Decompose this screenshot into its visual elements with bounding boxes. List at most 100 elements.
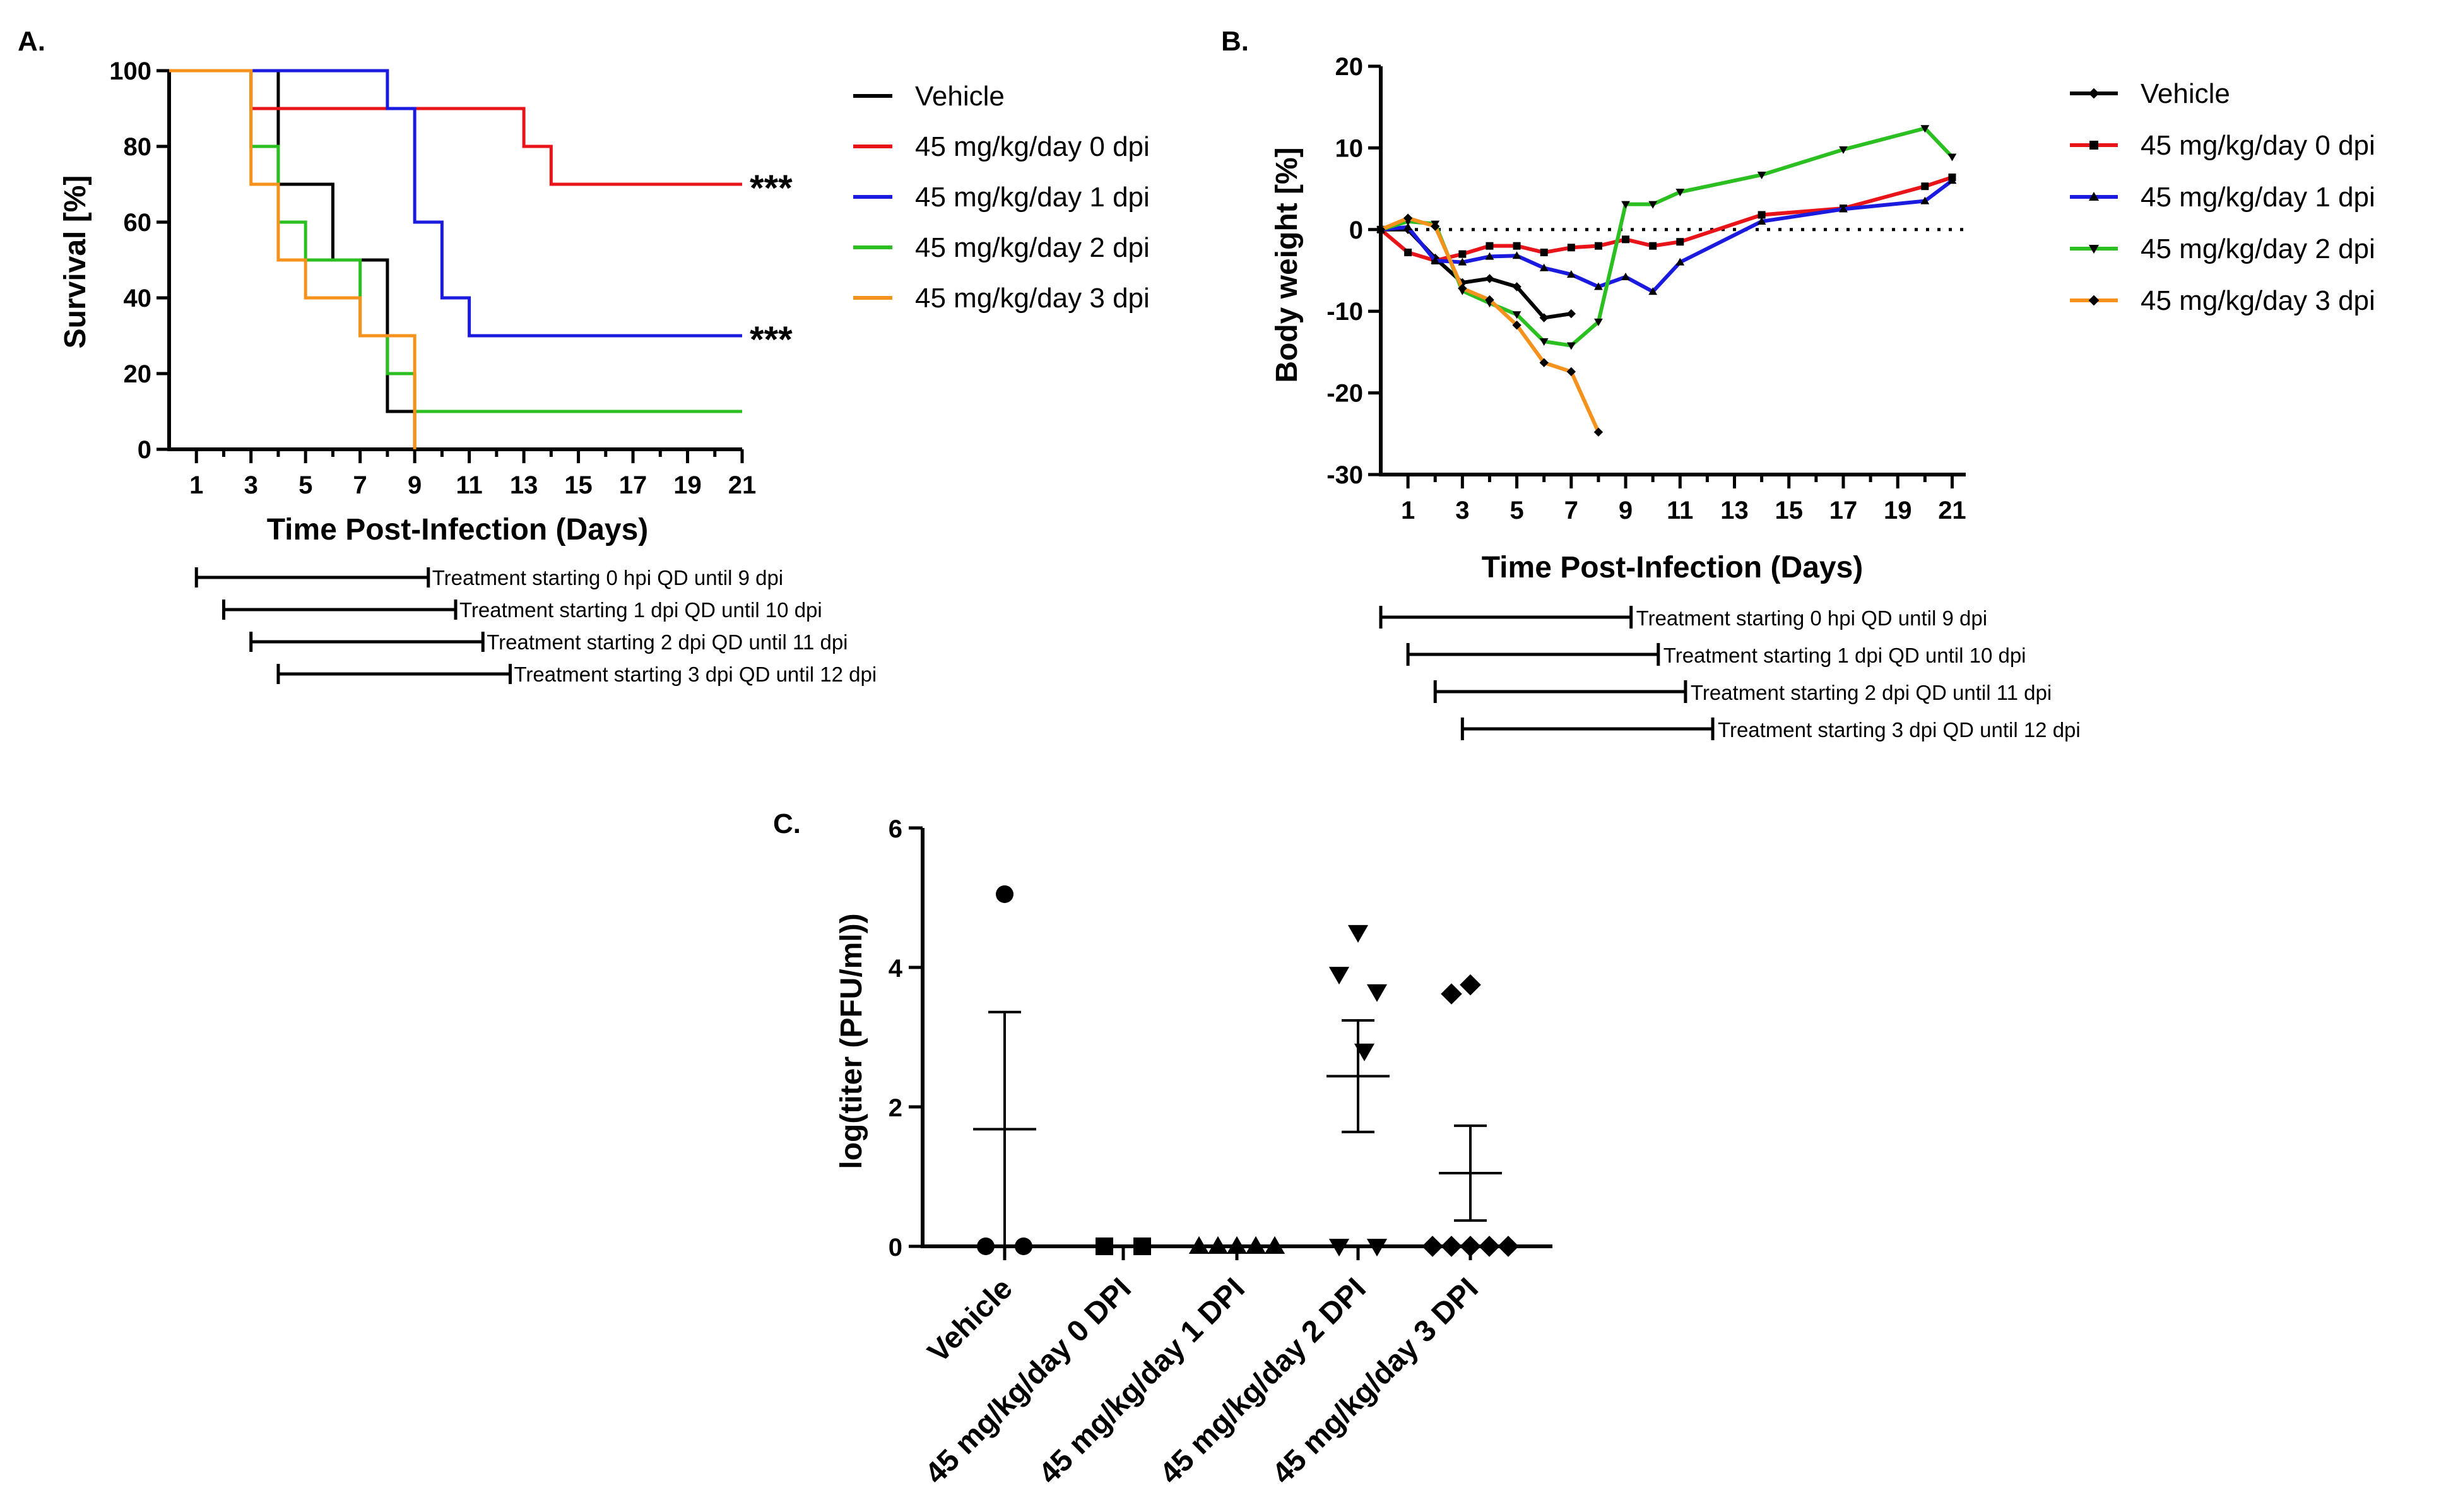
panel-b-series-2-point bbox=[1675, 257, 1685, 266]
panel-b-series-4-point bbox=[1539, 358, 1549, 367]
panel-a-legend-label: 45 mg/kg/day 0 dpi bbox=[915, 131, 1150, 162]
panel-c-group-2-point bbox=[1226, 1236, 1248, 1254]
panel-b-series-3-point bbox=[1539, 338, 1549, 346]
panel-b-series-line-1 bbox=[1380, 175, 1953, 263]
panel-b-legend-marker bbox=[2089, 141, 2098, 150]
panel-b-treatment-label: Treatment starting 0 hpi QD until 9 dpi bbox=[1636, 606, 1987, 630]
panel-c-series bbox=[973, 885, 1519, 1257]
panel-b-series-1-point bbox=[1921, 182, 1929, 191]
panel-b-y-tick-label: -30 bbox=[1326, 461, 1363, 489]
panel-b-series-2-point bbox=[1621, 272, 1630, 280]
panel-b-series-4-point bbox=[1431, 221, 1440, 231]
panel-a-treatment-label: Treatment starting 2 dpi QD until 11 dpi bbox=[487, 630, 848, 654]
panel-a-y-tick-label: 20 bbox=[124, 360, 152, 388]
panel-a-x-tick-label: 1 bbox=[189, 471, 203, 499]
panel-a-series-line-4 bbox=[169, 69, 417, 449]
panel-c-group-4-point bbox=[1460, 1236, 1481, 1257]
panel-b-series-2-point bbox=[1485, 252, 1494, 260]
panel-c-group-3-point bbox=[1366, 984, 1388, 1002]
panel-b-treatment-label: Treatment starting 2 dpi QD until 11 dpi bbox=[1691, 681, 2052, 704]
panel-a-treatment-label: Treatment starting 1 dpi QD until 10 dpi bbox=[459, 598, 822, 622]
panel-a-x-tick-label: 3 bbox=[244, 471, 258, 499]
panel-b-series-4-point bbox=[1512, 320, 1521, 330]
panel-b-x-tick-label: 19 bbox=[1884, 497, 1912, 524]
panel-b-series-2-point bbox=[1539, 263, 1549, 271]
panel-a-y-tick-label: 40 bbox=[124, 285, 152, 312]
panel-b-x-tick-label: 15 bbox=[1775, 497, 1803, 524]
panel-b-series-3-point bbox=[1675, 189, 1685, 197]
panel-b-series-4-point bbox=[1566, 367, 1576, 377]
panel-b-x-tick-label: 1 bbox=[1401, 497, 1415, 524]
panel-b-series-line-0 bbox=[1381, 227, 1572, 320]
panel-b-series-1-point bbox=[1622, 235, 1630, 244]
panel-b-series-4-point bbox=[1403, 213, 1413, 223]
panel-a-x-tick-label: 15 bbox=[564, 471, 593, 499]
panel-b-series-1-point bbox=[1458, 250, 1467, 258]
panel-a-series-line-3 bbox=[169, 69, 742, 413]
panel-b-series-0-point bbox=[1485, 274, 1494, 283]
panel-b-y-tick-label: -20 bbox=[1326, 380, 1363, 408]
panel-b-legend-label: 45 mg/kg/day 0 dpi bbox=[2141, 130, 2375, 161]
panel-b-series-3-point bbox=[1839, 146, 1848, 154]
panel-b-series-0-point bbox=[1512, 282, 1521, 292]
panel-b-treatment-bars: Treatment starting 0 hpi QD until 9 dpi T… bbox=[1379, 606, 2081, 741]
panel-c-group-2-point bbox=[1245, 1236, 1267, 1254]
panel-b-series-2-point bbox=[1594, 282, 1603, 290]
panel-a-y-tick-label: 0 bbox=[138, 436, 151, 464]
panel-b-legend-label: 45 mg/kg/day 2 dpi bbox=[2141, 233, 2375, 264]
panel-b-series-4-point bbox=[1458, 283, 1467, 293]
panel-b-x-tick-label: 17 bbox=[1829, 497, 1858, 524]
panel-a-legend-label: 45 mg/kg/day 1 dpi bbox=[915, 182, 1150, 213]
panel-a-x-tick-label: 13 bbox=[510, 471, 538, 499]
panel-c-y-tick-label: 0 bbox=[889, 1234, 902, 1261]
panel-b-series-2-point bbox=[1920, 196, 1930, 204]
panel-b-label: B. bbox=[1221, 26, 1249, 57]
panel-c-group-0-point bbox=[977, 1237, 995, 1255]
panel-c-group-4-point bbox=[1479, 1236, 1500, 1257]
panel-b-legend: Vehicle 45 mg/kg/day 0 dpi 45 mg/kg/day 1 … bbox=[2070, 78, 2375, 316]
panel-c-y-axis-title: log(titer (PFU/ml)) bbox=[835, 913, 868, 1169]
panel-b-series-1-point bbox=[1649, 242, 1657, 250]
panel-c-category-label: 45 mg/kg/day 1 DPI bbox=[1032, 1272, 1251, 1491]
panel-b-x-tick-label: 11 bbox=[1667, 497, 1693, 524]
panel-c-group-2-point bbox=[1207, 1236, 1229, 1254]
panel-b-y-axis-title: Body weight [%] bbox=[1270, 147, 1304, 382]
panel-a-x-axis-title: Time Post-Infection (Days) bbox=[267, 513, 649, 546]
panel-b-series-2-point bbox=[1403, 223, 1413, 231]
panel-c-category-label: 45 mg/kg/day 3 DPI bbox=[1266, 1272, 1485, 1491]
panel-b-x-tick-label: 21 bbox=[1938, 497, 1966, 524]
panel-b-x-tick-label: 7 bbox=[1564, 497, 1578, 524]
panel-b-y-tick-label: -10 bbox=[1326, 298, 1363, 326]
panel-b-series-3-point bbox=[1594, 318, 1603, 326]
panel-b-x-axis-title: Time Post-Infection (Days) bbox=[1482, 551, 1864, 584]
panel-b-series-0-point bbox=[1566, 309, 1576, 319]
panel-b-legend-marker bbox=[2088, 191, 2100, 201]
panel-b-series-3-point bbox=[1621, 201, 1630, 209]
panel-a-x-tick-label: 11 bbox=[456, 471, 482, 499]
panel-b-series-3-point bbox=[1512, 311, 1521, 319]
panel-c-group-4-point bbox=[1460, 974, 1481, 996]
panel-a-label: A. bbox=[18, 26, 45, 57]
panel-a-x-tick-label: 7 bbox=[353, 471, 367, 499]
panel-a-treatment-label: Treatment starting 0 hpi QD until 9 dpi bbox=[432, 566, 783, 589]
panel-b-legend-marker bbox=[2088, 88, 2100, 99]
panel-c-category-label: 45 mg/kg/day 2 DPI bbox=[1154, 1272, 1373, 1491]
panel-b-series-1-point bbox=[1676, 238, 1684, 246]
panel-b-series-1-point bbox=[1513, 242, 1521, 250]
panel-c-group-2-point bbox=[1188, 1236, 1210, 1254]
panel-c-group-0-point bbox=[996, 885, 1013, 903]
panel-b-y-tick-label: 20 bbox=[1335, 53, 1364, 81]
panel-a-legend-label: 45 mg/kg/day 3 dpi bbox=[915, 283, 1150, 314]
panel-a-y-axis-title: Survival [%] bbox=[59, 175, 92, 349]
panel-b-series-1-point bbox=[1594, 242, 1602, 250]
panel-a-series: *** *** bbox=[169, 69, 793, 449]
panel-a-y-tick-label: 80 bbox=[124, 133, 152, 161]
panel-b-legend-label: Vehicle bbox=[2141, 78, 2230, 109]
panel-b-legend-label: 45 mg/kg/day 3 dpi bbox=[2141, 285, 2375, 316]
panel-a-treatment-bars: Treatment starting 0 hpi QD until 9 dpi T… bbox=[194, 566, 877, 686]
